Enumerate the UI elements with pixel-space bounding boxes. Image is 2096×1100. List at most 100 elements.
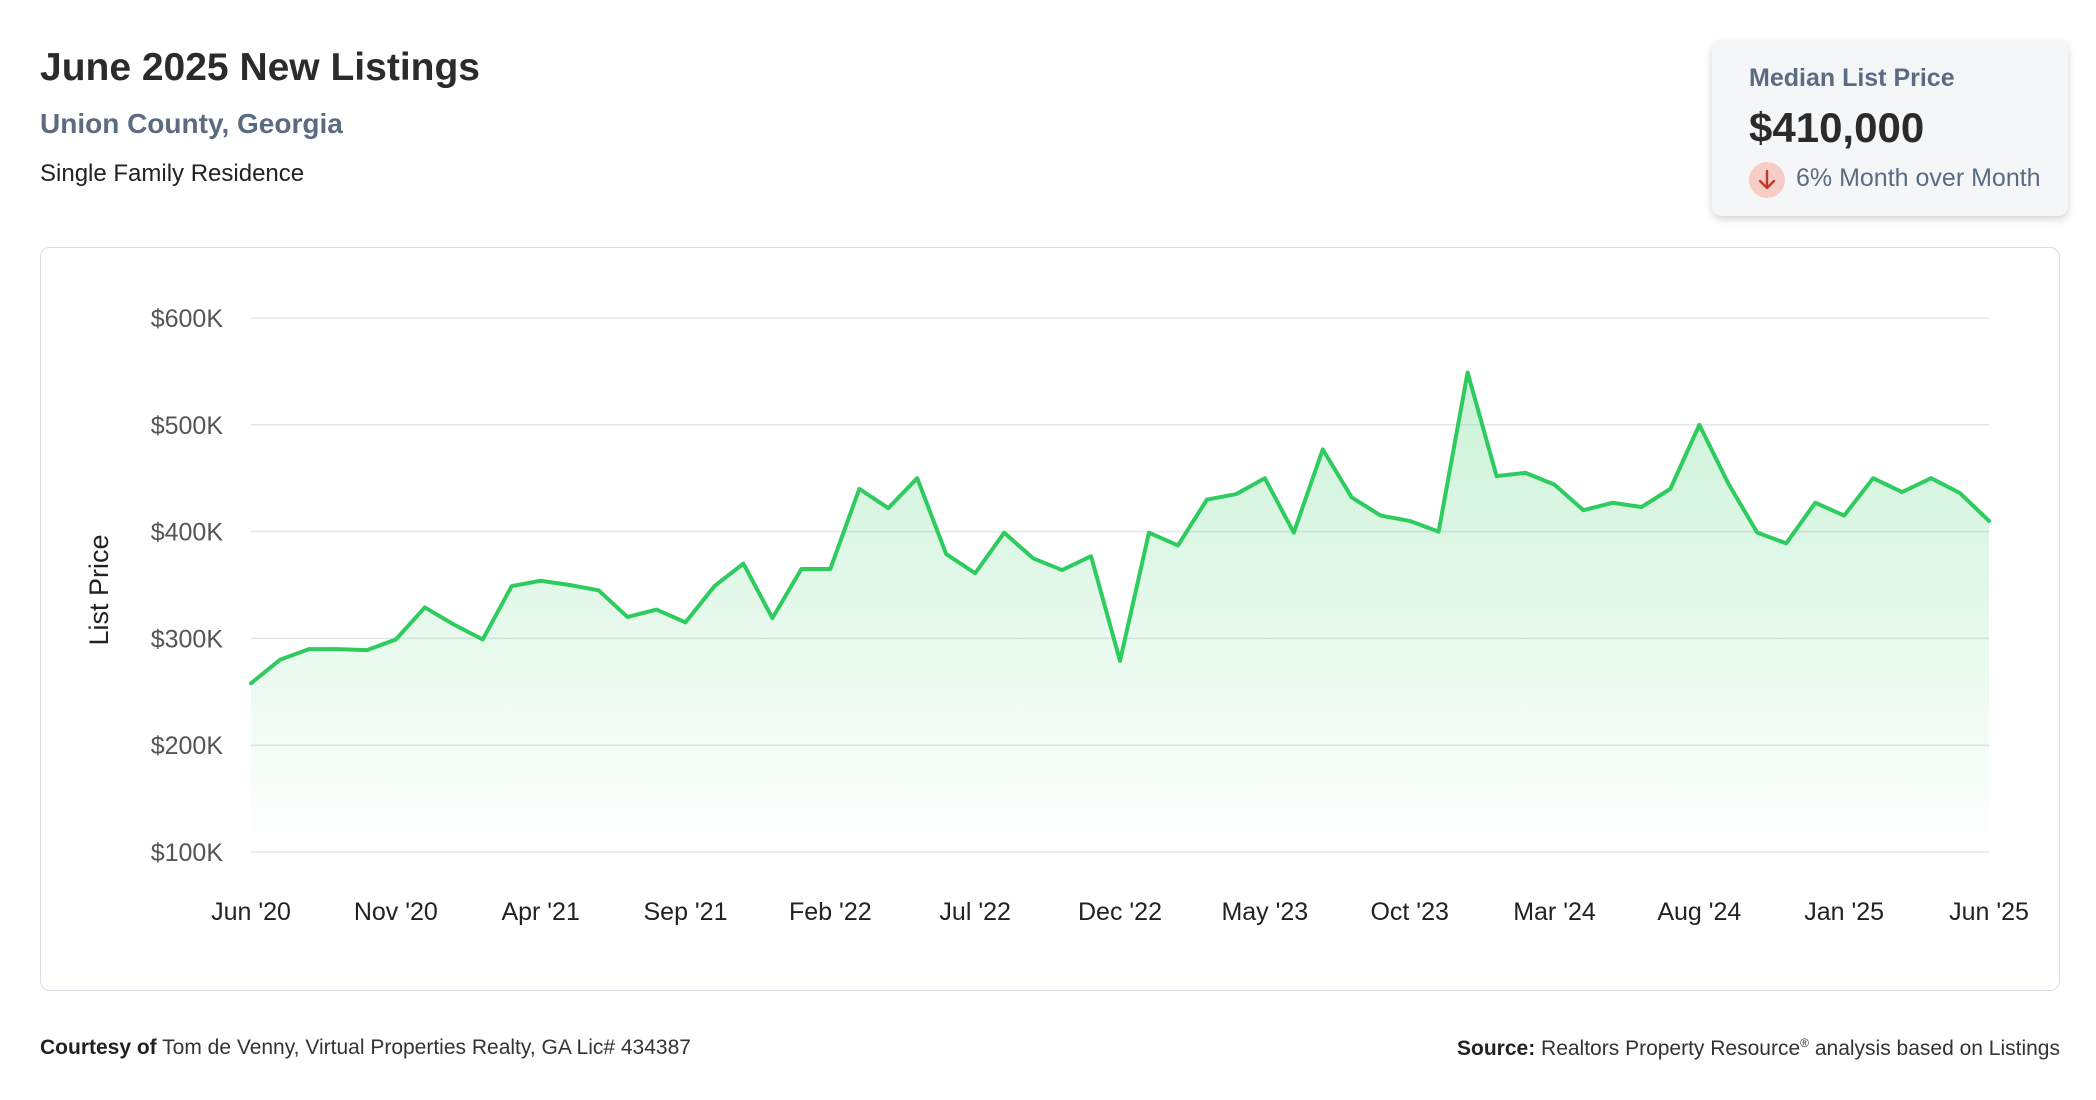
data-point <box>1321 447 1325 451</box>
x-tick-label: Sep '21 <box>643 898 727 926</box>
kpi-change-text: 6% Month over Month <box>1796 164 2041 192</box>
data-point <box>1755 531 1759 535</box>
data-point <box>249 681 253 685</box>
courtesy-footer: Courtesy of Tom de Venny, Virtual Proper… <box>40 1036 691 1060</box>
price-chart: $600K $500K $400K $300K $200K $100K Jun '20 No… <box>84 305 2029 926</box>
data-point <box>1060 568 1064 572</box>
data-point <box>1987 519 1991 523</box>
data-point <box>741 562 745 566</box>
data-point <box>1581 508 1585 512</box>
source-text: Realtors Property Resource <box>1535 1037 1801 1060</box>
data-point <box>510 584 514 588</box>
kpi-value: $410,000 <box>1749 104 1925 151</box>
data-point <box>452 623 456 627</box>
data-point <box>1292 531 1296 535</box>
data-point <box>1842 514 1846 518</box>
y-tick-label: $400K <box>151 519 224 547</box>
location-subtitle: Union County, Georgia <box>40 108 343 139</box>
median-list-price-card: Median List Price $410,000 6% Month over… <box>1712 40 2068 216</box>
series-area <box>251 372 1989 852</box>
registered-mark: ® <box>1800 1036 1809 1050</box>
y-tick-label: $500K <box>151 412 224 440</box>
data-point <box>626 615 630 619</box>
data-point <box>712 584 716 588</box>
y-tick-label: $200K <box>151 732 224 760</box>
page-title: June 2025 New Listings <box>40 46 480 89</box>
data-point <box>857 487 861 491</box>
property-type-label: Single Family Residence <box>40 160 305 187</box>
courtesy-text: Tom de Venny, Virtual Properties Realty,… <box>156 1036 691 1059</box>
data-point <box>799 567 803 571</box>
data-point <box>1813 501 1817 505</box>
data-point <box>1610 501 1614 505</box>
data-point <box>539 579 543 583</box>
data-point <box>365 648 369 652</box>
data-point <box>1466 370 1470 374</box>
x-tick-label: Oct '23 <box>1370 898 1448 926</box>
data-point <box>597 588 601 592</box>
x-tick-label: May '23 <box>1221 898 1308 926</box>
y-tick-label: $300K <box>151 625 224 653</box>
x-tick-label: Feb '22 <box>789 898 872 926</box>
data-point <box>1871 476 1875 480</box>
data-point <box>1726 482 1730 486</box>
x-tick-label: Dec '22 <box>1078 898 1162 926</box>
kpi-label: Median List Price <box>1749 64 1955 92</box>
data-point <box>1002 531 1006 535</box>
data-point <box>1205 498 1209 502</box>
data-point <box>1234 492 1238 496</box>
data-point <box>770 616 774 620</box>
data-point <box>278 658 282 662</box>
data-point <box>828 567 832 571</box>
x-tick-label: Aug '24 <box>1657 898 1741 926</box>
data-point <box>915 476 919 480</box>
data-point <box>1118 659 1122 663</box>
data-point <box>1524 471 1528 475</box>
y-axis-label: List Price <box>84 534 114 645</box>
data-point <box>1147 531 1151 535</box>
data-point <box>568 583 572 587</box>
data-point <box>481 637 485 641</box>
data-point <box>1668 487 1672 491</box>
data-point <box>684 620 688 624</box>
data-point <box>423 605 427 609</box>
data-point <box>394 637 398 641</box>
data-point <box>1495 474 1499 478</box>
arrow-down-icon <box>1749 162 1785 198</box>
series-line <box>249 370 1991 686</box>
x-tick-label: Jul '22 <box>939 898 1010 926</box>
data-point <box>1958 491 1962 495</box>
data-point <box>1784 541 1788 545</box>
x-tick-label: Apr '21 <box>501 898 579 926</box>
data-point <box>1263 476 1267 480</box>
x-tick-label: Jun '25 <box>1949 898 2029 926</box>
data-point <box>307 647 311 651</box>
data-point <box>1089 554 1093 558</box>
data-point <box>886 506 890 510</box>
data-point <box>655 608 659 612</box>
data-point <box>1900 490 1904 494</box>
data-point <box>336 647 340 651</box>
source-footer: Source: Realtors Property Resource® anal… <box>1457 1036 2060 1061</box>
courtesy-label: Courtesy of <box>40 1036 157 1059</box>
data-point <box>1350 495 1354 499</box>
data-point <box>1437 530 1441 534</box>
data-point <box>1639 505 1643 509</box>
y-tick-label: $100K <box>151 839 224 867</box>
x-tick-label: Mar '24 <box>1513 898 1596 926</box>
data-point <box>1697 423 1701 427</box>
data-point <box>1929 476 1933 480</box>
x-tick-label: Nov '20 <box>354 898 438 926</box>
data-point <box>1553 483 1557 487</box>
data-point <box>1408 519 1412 523</box>
source-suffix: analysis based on Listings <box>1809 1037 2060 1060</box>
chart-panel: $600K $500K $400K $300K $200K $100K Jun '20 No… <box>40 247 2060 991</box>
x-tick-label: Jan '25 <box>1804 898 1884 926</box>
data-point <box>1379 514 1383 518</box>
data-point <box>973 571 977 575</box>
source-label: Source: <box>1457 1037 1536 1060</box>
data-point <box>1176 543 1180 547</box>
data-point <box>1031 556 1035 560</box>
x-tick-label: Jun '20 <box>211 898 291 926</box>
data-point <box>944 552 948 556</box>
